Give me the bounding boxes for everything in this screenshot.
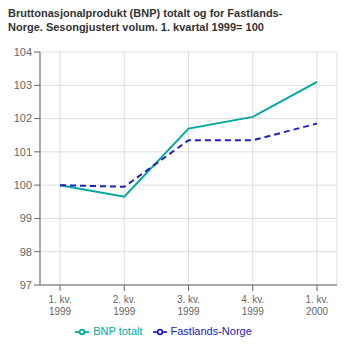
- svg-text:97: 97: [20, 279, 32, 291]
- svg-text:1. kv.2000: 1. kv.2000: [305, 294, 328, 317]
- svg-text:98: 98: [20, 246, 32, 258]
- svg-text:104: 104: [14, 46, 32, 58]
- svg-text:101: 101: [14, 146, 32, 158]
- svg-text:4. kv.1999: 4. kv.1999: [241, 294, 264, 317]
- svg-text:103: 103: [14, 79, 32, 91]
- svg-text:1. kv.1999: 1. kv.1999: [48, 294, 71, 317]
- html-text:BNP totalt: BNP totalt: [93, 325, 143, 337]
- svg-text:3. kv.1999: 3. kv.1999: [177, 294, 200, 317]
- svg-text:100: 100: [14, 179, 32, 191]
- svg-text:2. kv.1999: 2. kv.1999: [113, 294, 136, 317]
- html-text:Fastlands-Norge: Fastlands-Norge: [170, 325, 252, 337]
- svg-text:102: 102: [14, 112, 32, 124]
- html-text:Norge. Sesongjustert volum. 1.: Norge. Sesongjustert volum. 1. kvartal 1…: [8, 21, 264, 33]
- html-text:Bruttonasjonalprodukt (BNP) to: Bruttonasjonalprodukt (BNP) totalt og fo…: [8, 7, 283, 19]
- svg-text:99: 99: [20, 212, 32, 224]
